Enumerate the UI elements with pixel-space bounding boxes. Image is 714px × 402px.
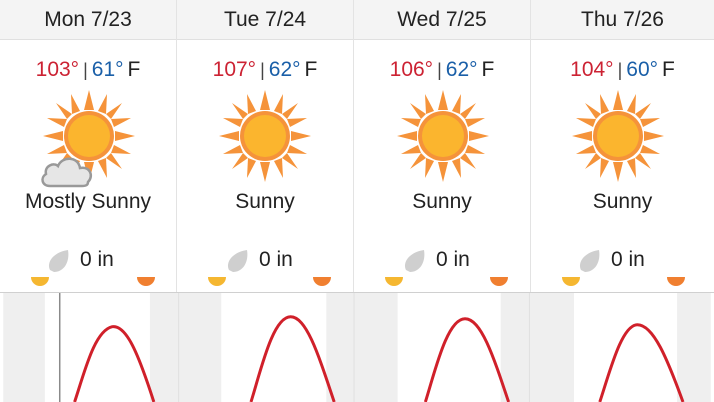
night-band	[500, 293, 575, 402]
precip-amount: 0 in	[80, 248, 114, 271]
night-bands	[3, 293, 711, 402]
temperature-curve	[73, 315, 685, 402]
sun-icon	[397, 90, 489, 182]
raindrop-icon	[579, 250, 600, 272]
high-temp: 104°	[570, 58, 614, 81]
day-column-tue[interactable]: Tue 7/24 107° | 62° F	[177, 0, 354, 292]
high-temp: 103°	[35, 58, 80, 81]
raindrop-icon	[48, 250, 69, 272]
sunrise-icon	[562, 277, 580, 286]
sunset-icon	[313, 277, 331, 286]
sunset-icon	[490, 277, 508, 286]
sunrise-icon	[31, 277, 49, 286]
precip-amount: 0 in	[611, 248, 645, 271]
sunrise-icon	[385, 277, 403, 286]
night-band	[3, 293, 45, 402]
condition-text: Sunny	[592, 190, 653, 213]
high-temp: 106°	[389, 58, 434, 81]
temp-unit: F	[662, 58, 675, 81]
temp-separator: |	[617, 60, 623, 80]
temperature-range: 104° | 60° F	[531, 58, 714, 82]
raindrop-icon	[404, 250, 425, 272]
day-dividers	[178, 293, 530, 402]
day-label: Tue 7/24	[177, 0, 353, 40]
low-temp: 62°	[445, 58, 478, 81]
night-band	[326, 293, 398, 402]
forecast-days: Mon 7/23 103° | 61° F	[0, 0, 714, 292]
temperature-range: 103° | 61° F	[0, 58, 176, 82]
day-label: Mon 7/23	[0, 0, 176, 40]
temp-unit: F	[481, 58, 495, 81]
sunrise-icon	[208, 277, 226, 286]
temp-separator: |	[83, 60, 88, 80]
temperature-range: 106° | 62° F	[354, 58, 530, 82]
condition-text: Sunny	[235, 190, 295, 213]
low-temp: 60°	[626, 58, 659, 81]
temp-unit: F	[127, 58, 141, 81]
sun-icon	[572, 90, 664, 182]
day-column-mon[interactable]: Mon 7/23 103° | 61° F	[0, 0, 177, 292]
temp-separator: |	[437, 60, 442, 80]
sun-icon	[219, 90, 311, 182]
temp-separator: |	[260, 60, 265, 80]
precip-amount: 0 in	[436, 248, 470, 271]
cloud-icon	[41, 157, 92, 188]
day-column-wed[interactable]: Wed 7/25 106° | 62° F	[354, 0, 531, 292]
temp-unit: F	[304, 58, 318, 81]
sunset-icon	[137, 277, 155, 286]
temperature-range: 107° | 62° F	[177, 58, 353, 82]
low-temp: 62°	[268, 58, 301, 81]
raindrop-icon	[227, 250, 248, 272]
night-band	[149, 293, 222, 402]
night-band	[677, 293, 711, 402]
precip-amount: 0 in	[259, 248, 293, 271]
low-temp: 61°	[91, 58, 124, 81]
high-temp: 107°	[212, 58, 257, 81]
day-label: Wed 7/25	[354, 0, 530, 40]
condition-text: Mostly Sunny	[24, 190, 152, 213]
day-label: Thu 7/26	[531, 0, 714, 40]
temperature-graph[interactable]	[0, 292, 714, 402]
sunset-icon	[667, 277, 685, 286]
day-column-thu[interactable]: Thu 7/26 104° | 60° F	[531, 0, 714, 292]
condition-text: Sunny	[412, 190, 472, 213]
